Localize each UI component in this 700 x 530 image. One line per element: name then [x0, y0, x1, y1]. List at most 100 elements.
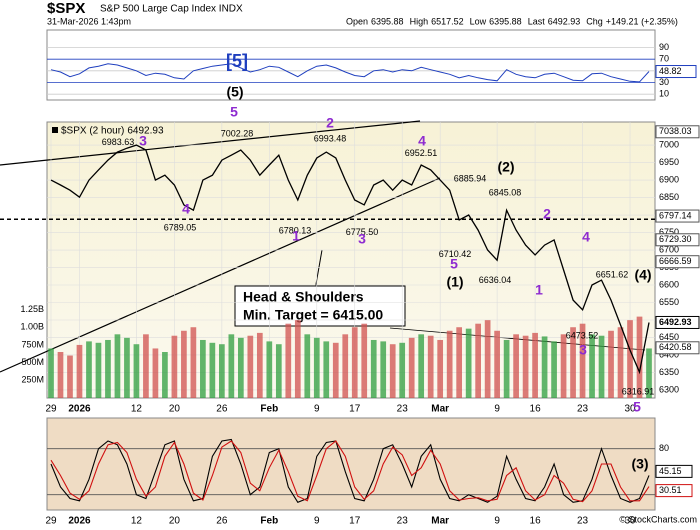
y-tick-label: 90 — [659, 42, 669, 52]
value-label: 45.15 — [659, 466, 682, 476]
price-label: 6473.52 — [566, 331, 599, 341]
x-tick-label: 23 — [397, 516, 409, 527]
volume-bar — [219, 344, 225, 398]
x-tick-label: Mar — [431, 516, 449, 527]
volume-bar — [76, 344, 83, 398]
wave-label: 4 — [182, 201, 190, 217]
quote-label: High — [410, 16, 429, 26]
value-label: 6666.59 — [659, 256, 692, 266]
x-tick-label: 26 — [216, 516, 228, 527]
credit: © StockCharts.com — [619, 514, 697, 524]
y-tick-label: 70 — [659, 54, 669, 64]
wave-label: 5 — [450, 256, 458, 272]
x-tick-label: 29 — [45, 516, 57, 527]
price-label: 6885.94 — [454, 173, 487, 183]
wave-label: [5] — [226, 51, 248, 71]
y-tick-label: 6700 — [659, 244, 679, 254]
price-label: 6845.08 — [489, 188, 522, 198]
annotation: Head & Shoulders — [243, 289, 364, 305]
volume-bar — [570, 327, 576, 398]
y-tick-label: 6850 — [659, 192, 679, 202]
value-label: 6797.14 — [659, 210, 692, 220]
volume-bar — [456, 327, 463, 398]
rsi-line — [50, 63, 650, 83]
price-line — [50, 144, 650, 375]
volume-bar — [48, 348, 54, 398]
value-label: 6729.30 — [659, 234, 692, 244]
volume-bar — [332, 342, 339, 398]
price-label: 6983.63 — [102, 137, 135, 147]
volume-bar — [313, 337, 320, 398]
callout-line — [314, 249, 323, 291]
wave-label: 4 — [418, 133, 426, 149]
volume-bar — [190, 327, 197, 398]
value-box — [655, 233, 700, 247]
neckline — [0, 177, 441, 373]
y-tick-label: 10 — [659, 89, 669, 99]
quote-value: +149.21 (+2.35%) — [606, 16, 678, 26]
annotation: Min. Target = 6415.00 — [243, 307, 383, 323]
x-tick-label: 17 — [349, 404, 361, 415]
quote-value: 6492.93 — [548, 16, 581, 26]
volume-bar — [646, 348, 652, 398]
x-tick-label: 17 — [349, 516, 361, 527]
subtitle: S&P 500 Large Cap Index INDX — [100, 4, 243, 15]
x-tick-label: 23 — [577, 516, 589, 527]
wave-label: (2) — [497, 159, 514, 175]
annotation-box — [234, 285, 406, 327]
volume-bar — [323, 341, 330, 398]
volume-bar — [522, 335, 529, 398]
price-label: 6636.04 — [479, 275, 512, 285]
wave-label: 2 — [326, 115, 334, 131]
quote-label: Last — [528, 16, 546, 26]
x-tick-label: 30 — [624, 404, 636, 415]
volume-bar — [408, 337, 415, 398]
y-tick-label: 30 — [659, 77, 669, 87]
volume-bar — [560, 334, 567, 398]
x-tick-label: 20 — [169, 404, 181, 415]
wave-label: (3) — [631, 456, 648, 472]
volume-bar — [86, 341, 92, 398]
volume-bar — [503, 339, 510, 398]
y-tick-label: 6750 — [659, 227, 679, 237]
price-label: 6710.42 — [439, 249, 472, 259]
x-tick-label: 2026 — [68, 516, 91, 527]
y-tick-label: 80 — [659, 443, 669, 453]
price-label: 6780.13 — [279, 225, 312, 235]
volume-bar — [370, 339, 377, 398]
price-label: 6993.48 — [314, 134, 347, 144]
volume-bar — [209, 342, 216, 398]
x-tick-label: 23 — [577, 404, 589, 415]
wave-label: 2 — [543, 206, 551, 222]
volume-bar — [380, 341, 387, 398]
y-tick-label: 6400 — [659, 349, 679, 359]
volume-bar — [200, 339, 206, 398]
volume-bar — [484, 320, 491, 398]
volume-bar — [95, 342, 102, 398]
y-tick-label: 6900 — [659, 174, 679, 184]
wave-label: 1 — [535, 282, 543, 298]
volume-bar — [475, 323, 481, 398]
wave-label: (1) — [446, 274, 463, 290]
volume-bar — [124, 337, 130, 398]
quote-label: Chg — [586, 16, 603, 26]
volume-bar — [418, 334, 425, 398]
wave-label: 5 — [230, 104, 238, 120]
volume-bar — [541, 336, 548, 398]
price-label: 6789.05 — [164, 222, 197, 232]
volume-bar — [389, 344, 396, 398]
volume-bar — [228, 334, 235, 398]
x-tick-label: 29 — [45, 404, 57, 415]
y-tick-label: 7000 — [659, 139, 679, 149]
quote-value: 6395.88 — [489, 16, 522, 26]
volume-bar — [427, 335, 434, 398]
quote-label: Low — [470, 16, 487, 26]
volume-bar — [143, 334, 149, 398]
volume-bar — [152, 348, 159, 398]
wave-label: 5 — [633, 399, 641, 415]
x-tick-label: 20 — [169, 516, 181, 527]
volume-bar — [105, 339, 111, 398]
volume-bar — [598, 335, 605, 398]
price-label: 6651.62 — [596, 269, 629, 279]
volume-tick-label: 1.00B — [20, 322, 44, 332]
